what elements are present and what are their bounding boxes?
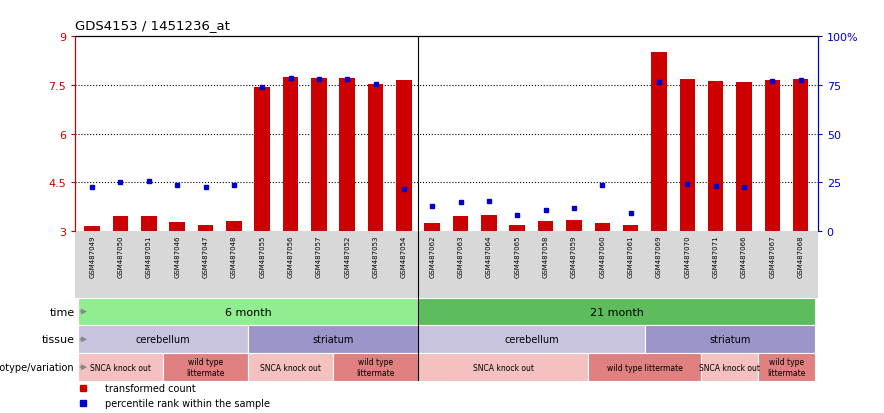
Text: GSM487052: GSM487052 bbox=[344, 235, 350, 277]
Text: wild type
littermate: wild type littermate bbox=[356, 358, 395, 377]
Text: GSM487070: GSM487070 bbox=[684, 235, 690, 277]
Bar bbox=[623, 225, 638, 231]
Text: GSM487048: GSM487048 bbox=[231, 235, 237, 277]
Text: GSM487056: GSM487056 bbox=[287, 235, 293, 277]
Text: SNCA knock out: SNCA knock out bbox=[473, 363, 534, 372]
Text: tissue: tissue bbox=[42, 335, 74, 344]
Text: GSM487065: GSM487065 bbox=[514, 235, 521, 277]
Bar bbox=[793, 80, 809, 231]
Bar bbox=[708, 82, 723, 231]
Text: wild type littermate: wild type littermate bbox=[607, 363, 682, 372]
Bar bbox=[248, 326, 418, 354]
Bar bbox=[141, 217, 156, 231]
Text: time: time bbox=[50, 307, 74, 317]
Text: GSM487050: GSM487050 bbox=[118, 235, 124, 277]
Bar bbox=[644, 326, 815, 354]
Text: GSM487062: GSM487062 bbox=[430, 235, 435, 277]
Text: GSM487049: GSM487049 bbox=[89, 235, 95, 277]
Bar bbox=[481, 216, 497, 231]
Text: transformed count: transformed count bbox=[105, 383, 195, 393]
Bar bbox=[588, 354, 702, 381]
Bar bbox=[198, 225, 213, 231]
Bar bbox=[765, 81, 781, 231]
Bar bbox=[736, 83, 751, 231]
Text: GSM487066: GSM487066 bbox=[741, 235, 747, 277]
Bar bbox=[418, 326, 644, 354]
Bar bbox=[255, 87, 270, 231]
Bar bbox=[226, 221, 241, 231]
Bar bbox=[339, 78, 355, 231]
Bar bbox=[84, 226, 100, 231]
Text: SNCA knock out: SNCA knock out bbox=[90, 363, 151, 372]
Text: striatum: striatum bbox=[312, 335, 354, 344]
Bar bbox=[758, 354, 815, 381]
Text: 21 month: 21 month bbox=[590, 307, 644, 317]
Bar bbox=[170, 222, 185, 231]
Text: GSM487060: GSM487060 bbox=[599, 235, 606, 277]
Bar bbox=[368, 85, 384, 231]
Text: GSM487063: GSM487063 bbox=[458, 235, 463, 277]
Text: GSM487051: GSM487051 bbox=[146, 235, 152, 277]
Text: SNCA knock out: SNCA knock out bbox=[699, 363, 760, 372]
Text: GSM487058: GSM487058 bbox=[543, 235, 549, 277]
Bar bbox=[78, 326, 248, 354]
Text: GSM487064: GSM487064 bbox=[486, 235, 492, 277]
Text: GSM487071: GSM487071 bbox=[713, 235, 719, 277]
Text: GSM487069: GSM487069 bbox=[656, 235, 662, 277]
Bar bbox=[680, 80, 695, 231]
Bar bbox=[333, 354, 418, 381]
Text: GSM487067: GSM487067 bbox=[769, 235, 775, 277]
Text: GSM487059: GSM487059 bbox=[571, 235, 577, 277]
Text: SNCA knock out: SNCA knock out bbox=[260, 363, 321, 372]
Bar bbox=[112, 217, 128, 231]
Text: GSM487068: GSM487068 bbox=[797, 235, 804, 277]
Text: wild type
littermate: wild type littermate bbox=[767, 358, 805, 377]
Bar bbox=[311, 78, 327, 231]
Text: percentile rank within the sample: percentile rank within the sample bbox=[105, 398, 270, 408]
Bar bbox=[78, 354, 163, 381]
Text: GSM487046: GSM487046 bbox=[174, 235, 180, 277]
Bar bbox=[424, 223, 440, 231]
Text: GSM487054: GSM487054 bbox=[401, 235, 407, 277]
Text: wild type
littermate: wild type littermate bbox=[187, 358, 225, 377]
Bar bbox=[566, 220, 582, 231]
Bar bbox=[78, 298, 418, 326]
Text: GSM487055: GSM487055 bbox=[259, 235, 265, 277]
Bar bbox=[396, 81, 412, 231]
Text: GSM487047: GSM487047 bbox=[202, 235, 209, 277]
Bar bbox=[163, 354, 248, 381]
Text: GSM487057: GSM487057 bbox=[316, 235, 322, 277]
Text: genotype/variation: genotype/variation bbox=[0, 362, 74, 372]
Bar bbox=[418, 354, 588, 381]
Bar bbox=[702, 354, 758, 381]
Bar bbox=[418, 298, 815, 326]
Text: cerebellum: cerebellum bbox=[135, 335, 190, 344]
Bar bbox=[652, 53, 667, 231]
Text: cerebellum: cerebellum bbox=[504, 335, 559, 344]
Bar bbox=[537, 222, 553, 231]
Text: 6 month: 6 month bbox=[225, 307, 271, 317]
Text: striatum: striatum bbox=[709, 335, 751, 344]
Bar bbox=[453, 217, 469, 231]
Text: GDS4153 / 1451236_at: GDS4153 / 1451236_at bbox=[75, 19, 230, 32]
Bar bbox=[248, 354, 333, 381]
Bar bbox=[509, 225, 525, 231]
Bar bbox=[283, 78, 298, 231]
Bar bbox=[595, 223, 610, 231]
Text: GSM487053: GSM487053 bbox=[372, 235, 378, 277]
Text: GSM487061: GSM487061 bbox=[628, 235, 634, 277]
